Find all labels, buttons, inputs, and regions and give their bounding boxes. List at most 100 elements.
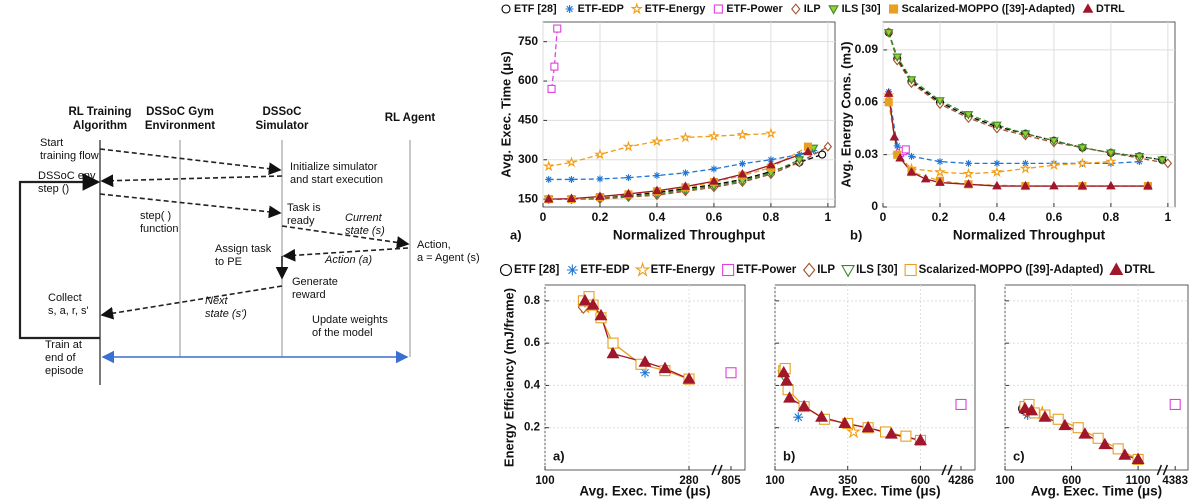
x-tick-label: 4286 xyxy=(948,475,974,487)
marker xyxy=(1052,413,1064,425)
x-axis-label: Avg. Exec. Time (μs) xyxy=(579,484,710,499)
marker xyxy=(1143,180,1153,190)
diagram-label: ready xyxy=(287,215,315,227)
marker xyxy=(1163,158,1173,169)
legend-marker xyxy=(499,263,513,277)
marker xyxy=(964,159,972,167)
chart: 150 300 450 600 750 0 0.2 0.4 0.6 0.8 1 Normalized … xyxy=(498,21,836,243)
marker xyxy=(622,140,635,152)
marker xyxy=(1078,427,1092,439)
y-tick-label: 600 xyxy=(518,73,538,87)
x-tick-label: 0.8 xyxy=(763,210,780,224)
marker xyxy=(709,176,719,185)
diagram-label: episode xyxy=(45,365,84,377)
arrow xyxy=(99,193,282,219)
diagram-label: Collect xyxy=(48,292,82,304)
marker xyxy=(907,152,915,160)
column-header: Algorithm xyxy=(73,120,127,132)
axis-break xyxy=(941,464,953,476)
marker xyxy=(553,24,562,33)
y-tick-label: 450 xyxy=(518,113,538,127)
marker xyxy=(725,367,737,379)
chart: 0.2 0.4 0.6 0.8 100 280 805 Avg. Exec. Time (μs… xyxy=(501,284,746,499)
diagram-label: Assign task xyxy=(215,243,272,255)
marker xyxy=(737,169,748,178)
x-tick-label: 1 xyxy=(825,210,832,224)
y-tick-label: 0.4 xyxy=(524,379,541,391)
diagram-label: Action, xyxy=(417,239,451,251)
legend-label: ETF-Power xyxy=(726,3,783,15)
legend-marker xyxy=(1109,262,1124,275)
marker xyxy=(1020,130,1031,139)
panel-label: c) xyxy=(1013,448,1025,463)
marker xyxy=(765,127,777,139)
panel-label: b) xyxy=(783,448,795,463)
series-line xyxy=(548,151,809,200)
marker xyxy=(838,416,852,429)
marker xyxy=(963,179,974,188)
x-tick-label: 805 xyxy=(721,475,741,487)
x-tick-label: 100 xyxy=(765,475,784,487)
marker xyxy=(1169,398,1181,411)
marker xyxy=(1019,162,1032,174)
legend-marker xyxy=(1082,3,1094,13)
marker xyxy=(901,145,910,154)
diagram-label: training flow xyxy=(40,150,99,162)
legend-marker xyxy=(501,4,511,14)
x-tick-label: 100 xyxy=(535,475,554,487)
marker xyxy=(1049,180,1059,190)
marker xyxy=(586,298,600,310)
diagram-label: reward xyxy=(292,289,326,301)
series-line xyxy=(548,132,771,167)
marker xyxy=(1157,156,1167,166)
x-axis-label: Avg. Exec. Time (μs) xyxy=(1031,484,1162,499)
legend-label: ETF-Power xyxy=(736,264,797,276)
marker xyxy=(658,361,672,374)
column-header: Environment xyxy=(145,120,215,132)
legend-marker xyxy=(841,265,856,278)
diagram-label: state (s') xyxy=(205,308,247,320)
legend-marker xyxy=(566,264,578,276)
chart: 100 350 600 4286 Avg. Exec. Time (μs) b) xyxy=(765,284,976,499)
marker xyxy=(1048,159,1060,170)
x-tick-label: 1 xyxy=(1165,210,1172,224)
marker xyxy=(1025,403,1039,416)
marker xyxy=(1049,137,1059,146)
plot-area xyxy=(882,21,1176,208)
legend-label: ETF [28] xyxy=(514,264,560,276)
x-tick-label: 100 xyxy=(995,475,1014,487)
diagram-label: Task is xyxy=(287,202,321,214)
marker xyxy=(545,175,553,183)
x-tick-label: 0.6 xyxy=(1046,210,1063,224)
x-tick-label: 0.2 xyxy=(592,210,609,224)
marker xyxy=(681,169,689,177)
y-axis-label: Avg. Exec. Time (μs) xyxy=(498,51,513,177)
x-tick-label: 0.8 xyxy=(1103,210,1120,224)
marker xyxy=(895,152,905,162)
legend-label: ETF-EDP xyxy=(580,264,630,276)
series-line xyxy=(888,32,1163,161)
y-tick-label: 0.8 xyxy=(524,295,541,307)
marker xyxy=(962,167,975,179)
marker xyxy=(963,111,974,120)
legend-label: ILS [30] xyxy=(856,264,898,276)
marker xyxy=(1092,432,1104,444)
arrow xyxy=(99,148,282,176)
legend-marker xyxy=(889,4,899,14)
marker xyxy=(738,160,746,168)
marker xyxy=(883,88,894,97)
loop-arrow xyxy=(18,173,101,340)
marker xyxy=(710,165,718,173)
marker xyxy=(680,181,691,190)
plot-area xyxy=(774,284,976,471)
arrow xyxy=(100,285,283,320)
marker xyxy=(884,98,893,107)
marker xyxy=(1106,149,1116,159)
panel-label: b) xyxy=(850,227,862,242)
plot-area xyxy=(542,21,836,208)
column-header: DSSoC Gym xyxy=(146,106,214,118)
legend-marker xyxy=(713,4,723,14)
diagram-label: Next xyxy=(205,295,229,307)
diagram xyxy=(18,140,411,385)
